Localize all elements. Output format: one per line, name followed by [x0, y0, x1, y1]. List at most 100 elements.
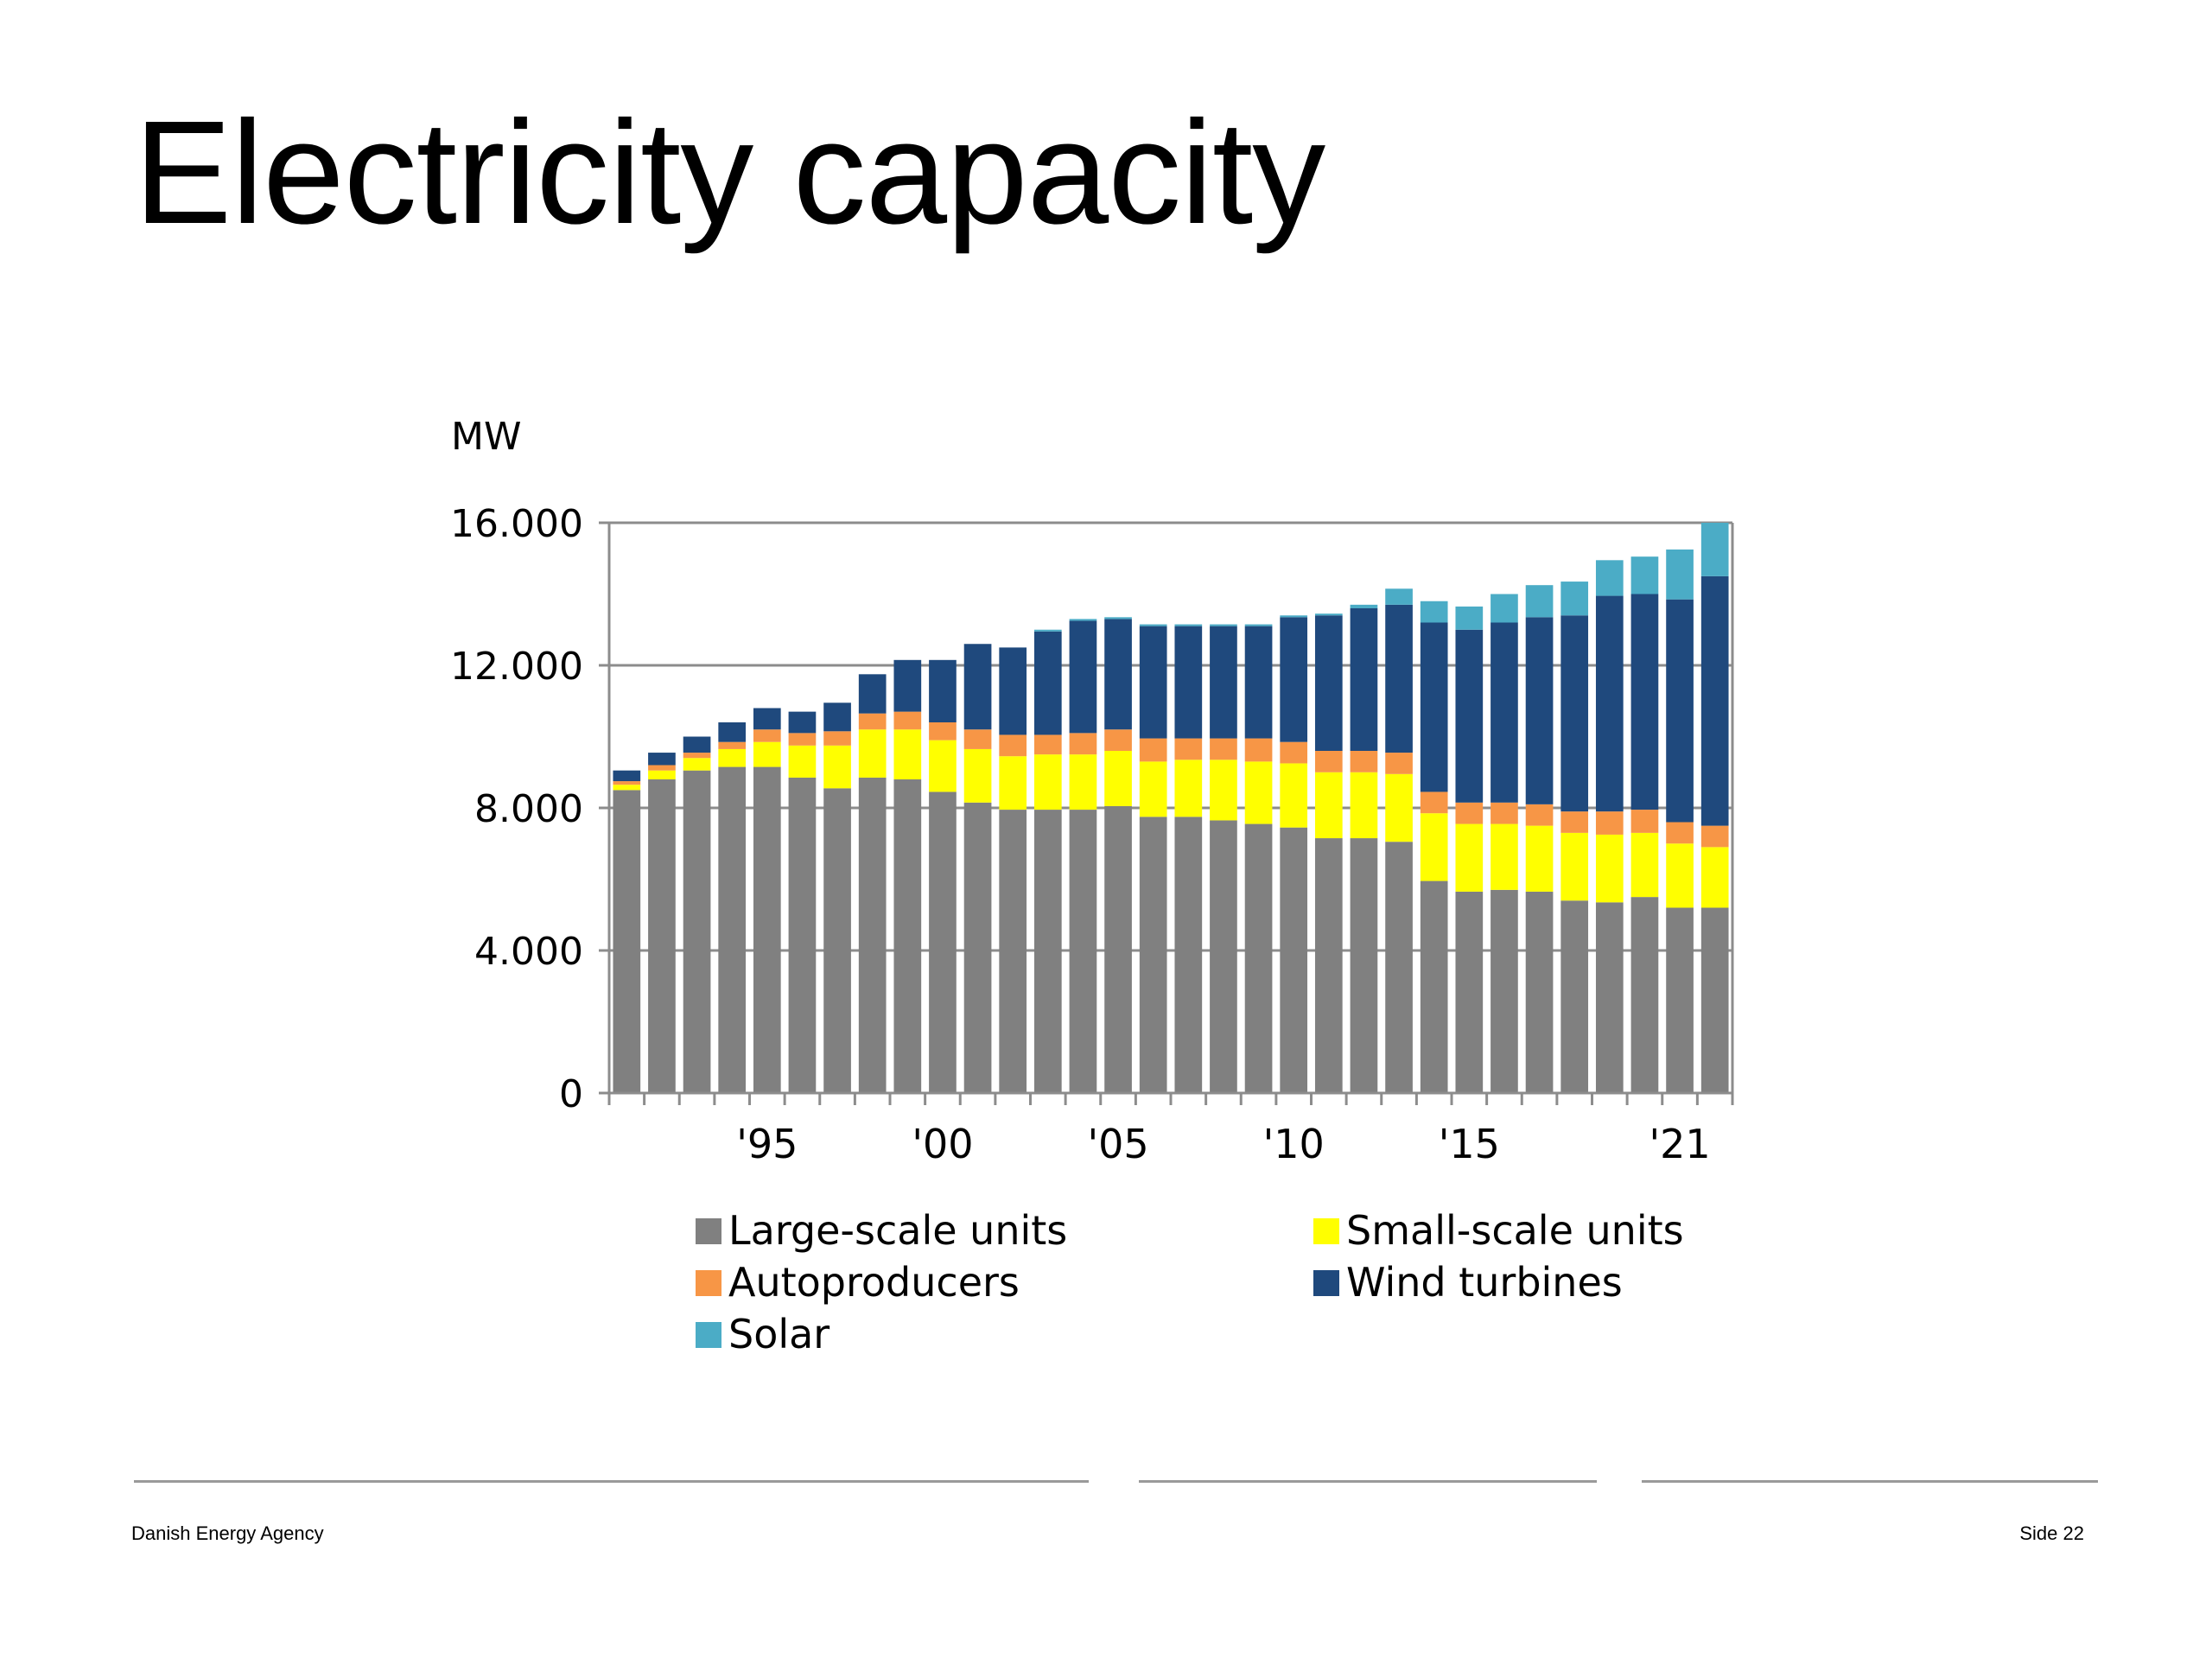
- bar-segment: [1560, 832, 1589, 901]
- bar-segment: [1139, 626, 1167, 739]
- bar-segment: [613, 770, 641, 782]
- bar-segment: [718, 741, 747, 749]
- bar-segment: [648, 753, 676, 766]
- bar-segment: [1491, 823, 1518, 890]
- bar-segment: [1104, 805, 1132, 1093]
- bar-segment: [1630, 897, 1659, 1093]
- bar-segment: [1280, 741, 1308, 764]
- bar-segment: [1700, 907, 1729, 1093]
- bar-segment: [1174, 760, 1203, 817]
- legend-label: Large-scale units: [728, 1207, 1067, 1254]
- footer-divider-right: [1642, 1480, 2098, 1483]
- bar-segment: [1455, 823, 1484, 892]
- footer-page-number: Side 22: [2019, 1522, 2084, 1544]
- footer-divider-left: [134, 1480, 1089, 1483]
- bar-segment: [1525, 825, 1554, 892]
- bar-segment: [1314, 751, 1343, 772]
- bar-segment: [893, 779, 922, 1093]
- bar-segment: [1666, 549, 1694, 600]
- bar-segment: [1491, 889, 1518, 1093]
- bar-segment: [858, 729, 887, 778]
- bar-segment: [893, 711, 922, 730]
- bar-segment: [788, 777, 817, 1093]
- bar-segment: [1491, 594, 1518, 623]
- bar-segment: [999, 810, 1027, 1093]
- bar-segment: [788, 711, 817, 734]
- bar-segment: [1069, 620, 1097, 734]
- bar-segment: [858, 713, 887, 730]
- x-tick-label: '95: [736, 1121, 798, 1167]
- x-tick-label: '05: [1087, 1121, 1148, 1167]
- bar-segment: [823, 788, 851, 1093]
- bar-segment: [893, 659, 922, 712]
- bar-segment: [1033, 631, 1062, 735]
- bar-segment: [929, 791, 957, 1093]
- bar-segment: [858, 777, 887, 1093]
- bar-segment: [1666, 843, 1694, 908]
- y-axis-unit-label: MW: [451, 415, 521, 459]
- bar-segment: [1630, 810, 1659, 833]
- bar-segment: [1210, 624, 1237, 626]
- bar-segment: [1033, 754, 1062, 810]
- bar-segment: [1244, 823, 1273, 1093]
- bar-segment: [683, 770, 711, 1093]
- bar-segment: [613, 781, 641, 785]
- bar-segment: [1350, 772, 1378, 839]
- bar-segment: [1210, 760, 1237, 821]
- x-tick-label: '10: [1263, 1121, 1325, 1167]
- bar-segment: [1314, 613, 1343, 616]
- bar-segment: [823, 731, 851, 746]
- bar-segment: [1104, 619, 1132, 730]
- bar-segment: [1244, 626, 1273, 739]
- bar-segment: [1700, 847, 1729, 908]
- bar-segment: [1420, 791, 1448, 814]
- bar-segment: [1666, 822, 1694, 844]
- y-tick-label: 16.000: [450, 502, 583, 546]
- bar-segment: [1455, 629, 1484, 803]
- legend-swatch: [1313, 1218, 1339, 1244]
- bar-segment: [893, 729, 922, 779]
- bar-segment: [1244, 624, 1273, 626]
- legend-swatch: [696, 1270, 721, 1296]
- bar-segment: [1139, 761, 1167, 817]
- bar-segment: [1385, 773, 1413, 842]
- bar-segment: [1491, 802, 1518, 824]
- bar-segment: [648, 770, 676, 779]
- bar-segment: [1420, 622, 1448, 792]
- x-tick-label: '00: [912, 1121, 973, 1167]
- bar-segment: [1280, 617, 1308, 742]
- bar-segment: [1420, 813, 1448, 881]
- bar-segment: [1210, 626, 1237, 739]
- bar-segment: [823, 702, 851, 732]
- legend-label: Autoproducers: [728, 1259, 1020, 1306]
- bar-segment: [1033, 810, 1062, 1093]
- bar-segment: [648, 779, 676, 1093]
- bar-segment: [1069, 754, 1097, 810]
- bar-segment: [1595, 560, 1624, 596]
- bar-segment: [718, 722, 747, 742]
- legend-swatch: [696, 1218, 721, 1244]
- bar-segment: [1104, 751, 1132, 806]
- bar-segment: [1420, 880, 1448, 1093]
- bar-segment: [753, 729, 781, 742]
- bar-segment: [1139, 624, 1167, 626]
- bar-segment: [1420, 601, 1448, 623]
- bar-segment: [753, 741, 781, 767]
- bar-segment: [1595, 902, 1624, 1093]
- bar-segment: [1139, 738, 1167, 762]
- bar-segment: [1069, 733, 1097, 755]
- bar-segment: [1033, 629, 1062, 632]
- bar-segment: [929, 659, 957, 722]
- bar-segment: [1139, 817, 1167, 1093]
- bar-segment: [1385, 588, 1413, 605]
- bar-segment: [1314, 838, 1343, 1093]
- bar-segment: [1280, 763, 1308, 828]
- bar-segment: [1244, 738, 1273, 762]
- bar-segment: [1385, 753, 1413, 774]
- legend-label: Solar: [728, 1311, 830, 1357]
- bar-segment: [1280, 615, 1308, 618]
- bar-segment: [1455, 891, 1484, 1093]
- bar-segment: [683, 753, 711, 759]
- legend-swatch: [1313, 1270, 1339, 1296]
- bar-segment: [1666, 599, 1694, 823]
